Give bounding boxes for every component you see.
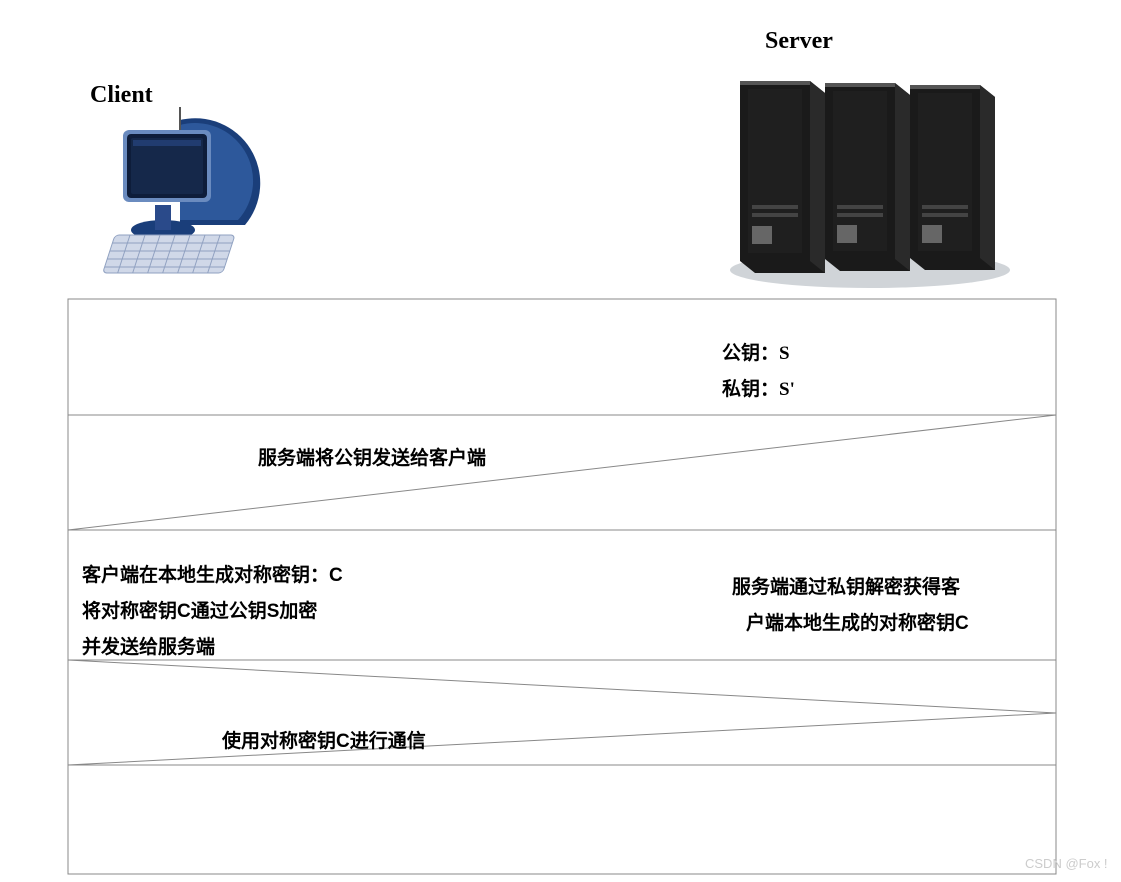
private-key-name: 私钥： <box>722 379 779 400</box>
sequence-diagram <box>0 0 1121 882</box>
msg2-line1: 客户端在本地生成对称密钥：C <box>82 560 343 587</box>
public-key-value: S <box>779 343 790 364</box>
msg4-symmetric-comm: 使用对称密钥C进行通信 <box>222 726 426 753</box>
msg2-line3: 并发送给服务端 <box>82 632 215 659</box>
msg2-line2: 将对称密钥C通过公钥S加密 <box>82 596 317 623</box>
msg3-line2: 户端本地生成的对称密钥C <box>746 608 969 635</box>
public-key-name: 公钥： <box>722 343 779 364</box>
watermark: CSDN @Fox ! <box>1025 856 1108 871</box>
public-key-label: 公钥：S <box>722 338 790 365</box>
msg1-send-pubkey: 服务端将公钥发送给客户端 <box>258 443 486 470</box>
private-key-label: 私钥：S' <box>722 374 795 401</box>
msg3-line1: 服务端通过私钥解密获得客 <box>732 572 960 599</box>
private-key-value: S' <box>779 379 795 400</box>
